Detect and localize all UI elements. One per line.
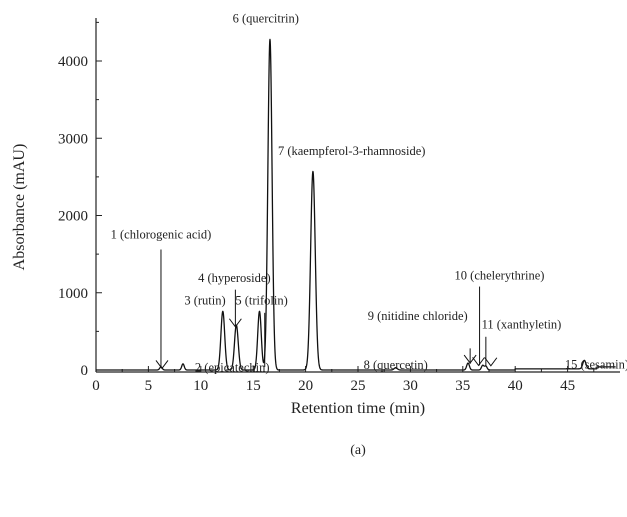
peak-label: 5 (trifolin) bbox=[235, 293, 287, 307]
x-tick-label: 25 bbox=[351, 378, 366, 394]
x-tick-label: 15 bbox=[246, 378, 261, 394]
peak-label: 11 (xanthyletin) bbox=[482, 317, 562, 331]
y-tick-label: 2000 bbox=[58, 209, 88, 225]
peak-label: 15 (sesamin) bbox=[565, 357, 627, 371]
y-axis-label: Absorbance (mAU) bbox=[11, 144, 28, 271]
x-tick-label: 40 bbox=[508, 378, 523, 394]
x-tick-label: 10 bbox=[193, 378, 208, 394]
x-tick-label: 5 bbox=[145, 378, 153, 394]
x-tick-label: 20 bbox=[298, 378, 313, 394]
peak-arrow bbox=[484, 357, 498, 367]
peak-label: 7 (kaempferol-3-rhamnoside) bbox=[278, 144, 426, 158]
peak-label: 9 (nitidine chloride) bbox=[368, 309, 468, 323]
peak-label: 10 (chelerythrine) bbox=[455, 269, 545, 283]
x-tick-label: 35 bbox=[455, 378, 470, 394]
y-tick-label: 3000 bbox=[58, 131, 88, 147]
peak-label: 1 (chlorogenic acid) bbox=[111, 228, 212, 242]
x-tick-label: 0 bbox=[92, 378, 100, 394]
chromatogram-trace bbox=[95, 38, 617, 371]
figure-caption: (a) bbox=[350, 443, 366, 458]
peak-arrow bbox=[463, 354, 477, 364]
peak-label: 4 (hyperoside) bbox=[198, 271, 271, 285]
x-tick-label: 45 bbox=[560, 378, 575, 394]
peak-arrow bbox=[155, 360, 169, 370]
peak-label: 2 (epicatechin) bbox=[195, 361, 270, 375]
peak-label: 6 (quercitrin) bbox=[233, 11, 299, 25]
peak-arrows bbox=[155, 249, 498, 370]
x-tick-label: 30 bbox=[403, 378, 418, 394]
x-axis-label: Retention time (min) bbox=[291, 400, 425, 417]
peak-label: 8 (quercetin) bbox=[364, 358, 428, 372]
peak-arrow bbox=[472, 357, 485, 367]
y-tick-label: 1000 bbox=[58, 286, 88, 302]
peak-arrow bbox=[228, 318, 242, 328]
y-tick-label: 0 bbox=[81, 363, 89, 379]
peak-annotations: 1 (chlorogenic acid) 2 (epicatechin) 3 (ru… bbox=[111, 11, 627, 374]
peak-label: 3 (rutin) bbox=[184, 293, 225, 307]
y-tick-label: 4000 bbox=[58, 54, 88, 70]
axes: 0 5 10 15 20 25 30 35 40 45 0 1000 2000 3000 4000 bbox=[58, 18, 620, 394]
